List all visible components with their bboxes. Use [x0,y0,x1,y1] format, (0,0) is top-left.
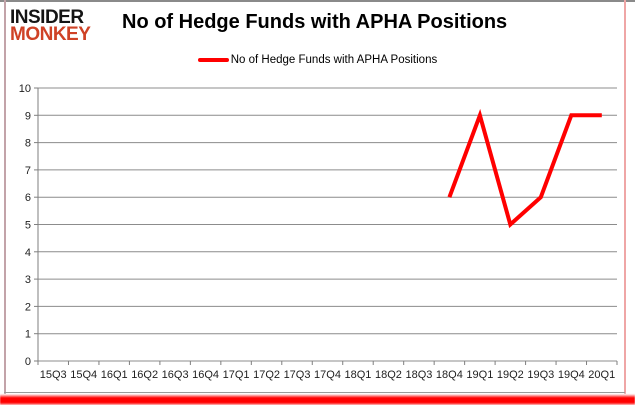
top-border [0,0,635,2]
svg-text:0: 0 [25,356,31,368]
logo-insider: INSIDER [10,7,84,28]
right-border [624,0,626,394]
svg-text:18Q2: 18Q2 [375,369,402,381]
svg-text:16Q2: 16Q2 [131,369,158,381]
svg-text:5: 5 [25,220,31,232]
svg-text:19Q2: 19Q2 [497,369,524,381]
bottom-red-border [0,394,635,405]
svg-text:7: 7 [25,165,31,177]
svg-text:17Q4: 17Q4 [314,369,341,381]
bottom-frame-line [4,392,625,393]
svg-text:4: 4 [25,247,31,259]
svg-text:3: 3 [25,274,31,286]
svg-text:16Q3: 16Q3 [162,369,189,381]
svg-text:1: 1 [25,329,31,341]
svg-text:19Q1: 19Q1 [466,369,493,381]
svg-text:16Q4: 16Q4 [192,369,219,381]
svg-text:19Q3: 19Q3 [527,369,554,381]
svg-text:16Q1: 16Q1 [101,369,128,381]
svg-text:20Q1: 20Q1 [588,369,615,381]
svg-text:18Q1: 18Q1 [345,369,372,381]
insider-monkey-logo: INSIDER MONKEY [10,7,91,46]
legend-label: No of Hedge Funds with APHA Positions [230,54,438,66]
svg-text:17Q2: 17Q2 [253,369,280,381]
svg-text:19Q4: 19Q4 [558,369,585,381]
svg-text:18Q4: 18Q4 [436,369,463,381]
svg-text:2: 2 [25,301,31,313]
svg-text:6: 6 [25,192,31,204]
svg-text:18Q3: 18Q3 [405,369,432,381]
chart-title: No of Hedge Funds with APHA Positions [122,11,508,33]
svg-text:9: 9 [25,110,31,122]
svg-text:10: 10 [19,83,31,95]
svg-text:17Q3: 17Q3 [284,369,311,381]
legend-line-swatch [197,58,229,62]
legend: No of Hedge Funds with APHA Positions [0,54,635,66]
svg-text:17Q1: 17Q1 [223,369,250,381]
svg-text:8: 8 [25,138,31,150]
svg-text:15Q3: 15Q3 [40,369,67,381]
svg-text:15Q4: 15Q4 [70,369,97,381]
logo-monkey: MONKEY [10,24,91,46]
left-border [4,0,6,394]
